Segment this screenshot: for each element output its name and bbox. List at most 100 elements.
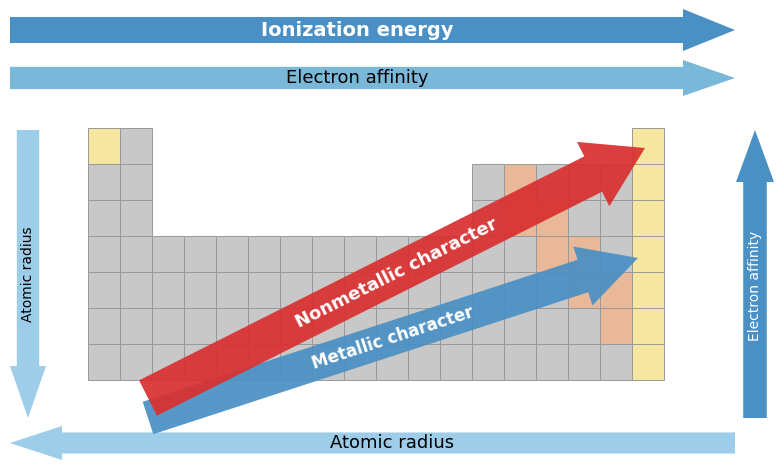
Bar xyxy=(120,164,152,200)
Bar xyxy=(504,200,536,236)
Bar xyxy=(632,164,664,200)
Bar xyxy=(120,236,152,272)
Bar xyxy=(568,344,600,380)
Polygon shape xyxy=(139,142,645,415)
Bar xyxy=(504,164,536,200)
Bar xyxy=(600,236,632,272)
Bar xyxy=(88,164,120,200)
Bar xyxy=(408,344,440,380)
Bar xyxy=(216,236,248,272)
Bar xyxy=(504,308,536,344)
Bar xyxy=(376,272,408,308)
Bar xyxy=(472,344,504,380)
Polygon shape xyxy=(10,60,735,96)
Bar xyxy=(536,344,568,380)
Bar xyxy=(632,308,664,344)
Bar xyxy=(344,308,376,344)
Bar xyxy=(184,272,216,308)
Bar xyxy=(312,272,344,308)
Bar xyxy=(632,272,664,308)
Bar xyxy=(504,272,536,308)
Text: Nonmetallic character: Nonmetallic character xyxy=(292,215,501,331)
Polygon shape xyxy=(736,130,774,418)
Text: Electron affinity: Electron affinity xyxy=(286,69,429,87)
Bar xyxy=(376,236,408,272)
Bar xyxy=(120,128,152,164)
Bar xyxy=(600,200,632,236)
Bar xyxy=(536,200,568,236)
Polygon shape xyxy=(10,9,735,51)
Polygon shape xyxy=(143,247,638,434)
Bar xyxy=(536,308,568,344)
Bar xyxy=(88,344,120,380)
Bar xyxy=(152,236,184,272)
Bar xyxy=(88,200,120,236)
Bar xyxy=(408,308,440,344)
Bar xyxy=(344,272,376,308)
Bar xyxy=(88,236,120,272)
Text: Atomic radius: Atomic radius xyxy=(331,434,455,452)
Bar xyxy=(248,344,280,380)
Bar xyxy=(600,272,632,308)
Bar xyxy=(536,272,568,308)
Bar xyxy=(600,164,632,200)
Bar xyxy=(568,236,600,272)
Bar xyxy=(312,308,344,344)
Bar xyxy=(312,344,344,380)
Bar xyxy=(216,344,248,380)
Bar xyxy=(152,344,184,380)
Bar xyxy=(568,200,600,236)
Text: Atomic radius: Atomic radius xyxy=(21,226,35,322)
Bar xyxy=(120,344,152,380)
Bar xyxy=(248,272,280,308)
Bar xyxy=(536,236,568,272)
Text: Metallic character: Metallic character xyxy=(310,303,476,373)
Bar xyxy=(248,308,280,344)
Bar xyxy=(440,236,472,272)
Bar xyxy=(408,272,440,308)
Bar xyxy=(632,128,664,164)
Bar xyxy=(600,308,632,344)
Bar xyxy=(184,236,216,272)
Bar xyxy=(88,272,120,308)
Bar xyxy=(440,272,472,308)
Bar xyxy=(504,236,536,272)
Polygon shape xyxy=(10,426,735,460)
Bar xyxy=(216,308,248,344)
Polygon shape xyxy=(10,130,46,418)
Bar xyxy=(408,236,440,272)
Bar xyxy=(184,344,216,380)
Bar xyxy=(568,164,600,200)
Bar xyxy=(280,344,312,380)
Bar xyxy=(472,308,504,344)
Bar xyxy=(632,344,664,380)
Bar xyxy=(472,272,504,308)
Bar xyxy=(344,236,376,272)
Bar xyxy=(88,128,120,164)
Bar xyxy=(472,200,504,236)
Text: Electron affinity: Electron affinity xyxy=(748,231,762,341)
Bar xyxy=(536,164,568,200)
Bar xyxy=(600,344,632,380)
Bar xyxy=(376,344,408,380)
Bar xyxy=(568,308,600,344)
Bar xyxy=(440,344,472,380)
Bar xyxy=(568,272,600,308)
Bar xyxy=(152,272,184,308)
Bar xyxy=(248,236,280,272)
Bar xyxy=(344,344,376,380)
Bar xyxy=(120,200,152,236)
Bar xyxy=(504,344,536,380)
Bar xyxy=(440,308,472,344)
Bar xyxy=(184,308,216,344)
Bar xyxy=(632,236,664,272)
Text: Ionization energy: Ionization energy xyxy=(261,21,454,39)
Bar xyxy=(632,200,664,236)
Bar xyxy=(472,236,504,272)
Bar xyxy=(120,308,152,344)
Bar xyxy=(216,272,248,308)
Bar xyxy=(280,272,312,308)
Bar xyxy=(280,236,312,272)
Bar xyxy=(376,308,408,344)
Bar xyxy=(88,308,120,344)
